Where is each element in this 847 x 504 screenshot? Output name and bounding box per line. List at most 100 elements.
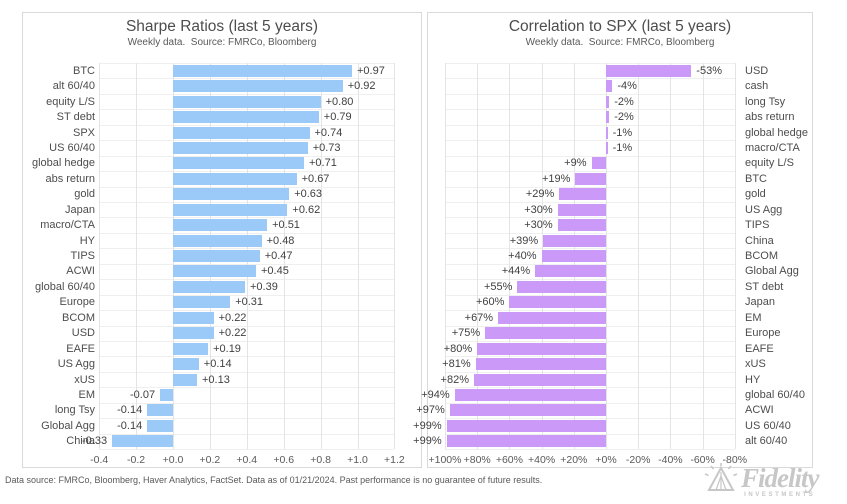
x-tick-label: +0.6 bbox=[273, 454, 295, 466]
grid-line-horizontal bbox=[445, 140, 735, 142]
grid-line-horizontal bbox=[445, 109, 735, 111]
x-tick-label: +40% bbox=[528, 454, 556, 466]
bar bbox=[173, 157, 304, 170]
grid-line-horizontal bbox=[99, 63, 395, 64]
grid-line-horizontal bbox=[99, 310, 395, 311]
grid-line-vertical bbox=[606, 63, 607, 449]
bar-value-label: +82% bbox=[440, 373, 469, 386]
x-tick-label: -0.2 bbox=[127, 454, 146, 466]
bar bbox=[160, 389, 173, 401]
bar bbox=[173, 327, 214, 340]
x-tick-label: +20% bbox=[560, 454, 588, 466]
bar-value-label: +99% bbox=[413, 435, 442, 448]
grid-line-horizontal bbox=[445, 279, 735, 281]
x-tick-label: -0.4 bbox=[90, 454, 109, 466]
correlation-plot-area: +100% +80% +60% +40% +20% +0% -20% -40% -60% -80%… bbox=[413, 63, 812, 466]
correlation-chart-panel: Correlation to SPX (last 5 years) Weekly… bbox=[413, 12, 813, 468]
bar bbox=[173, 95, 321, 108]
grid-line-horizontal bbox=[445, 418, 735, 420]
fidelity-wordmark: Fidelity INVESTMENTS bbox=[741, 464, 819, 498]
sharpe-chart-subtitle: Weekly data. Source: FMRCo, Bloomberg bbox=[127, 37, 317, 48]
bar-value-label: +0.48 bbox=[266, 234, 295, 247]
grid-line-horizontal bbox=[99, 202, 395, 203]
grid-line-horizontal bbox=[99, 93, 395, 95]
grid-line-horizontal bbox=[445, 217, 735, 219]
x-tick-label: +0.8 bbox=[310, 454, 331, 466]
bar-value-label: +0.63 bbox=[294, 188, 323, 201]
bar-value-label: +0.22 bbox=[218, 327, 247, 340]
category-label: macro/CTA bbox=[40, 219, 95, 232]
category-label: BCOM bbox=[745, 250, 778, 262]
grid-line-vertical bbox=[734, 63, 736, 449]
bar bbox=[173, 64, 352, 77]
category-label: Japan bbox=[745, 296, 775, 309]
bar-value-label: +40% bbox=[508, 250, 537, 262]
bar bbox=[485, 327, 606, 340]
grid-line-horizontal bbox=[445, 294, 735, 296]
bar-value-label: +0.97 bbox=[357, 64, 385, 77]
bar bbox=[606, 126, 608, 139]
grid-line-horizontal bbox=[99, 356, 395, 358]
grid-line-horizontal bbox=[99, 186, 395, 188]
bar bbox=[173, 234, 262, 247]
bar-value-label: +0.80 bbox=[325, 95, 354, 108]
grid-line-horizontal bbox=[445, 310, 735, 311]
x-tick-label: +0.0 bbox=[162, 454, 184, 466]
category-label: China bbox=[66, 435, 95, 448]
category-label: Global Agg bbox=[41, 419, 95, 432]
grid-line-horizontal bbox=[99, 109, 395, 111]
bar-value-label: +30% bbox=[524, 219, 553, 232]
category-label: BTC bbox=[745, 172, 767, 185]
category-label: HY bbox=[79, 234, 95, 247]
bar-value-label: +19% bbox=[541, 172, 571, 185]
bar bbox=[541, 250, 606, 262]
grid-line-vertical bbox=[99, 63, 101, 449]
grid-line-horizontal bbox=[99, 155, 395, 157]
bar bbox=[559, 188, 606, 201]
bar bbox=[173, 280, 245, 293]
category-label: abs return bbox=[45, 172, 95, 185]
bar bbox=[446, 419, 606, 432]
x-tick-label: +60% bbox=[495, 454, 523, 466]
grid-line-horizontal bbox=[99, 340, 395, 342]
grid-line-horizontal bbox=[99, 371, 395, 373]
bar-value-label: -2% bbox=[614, 95, 634, 108]
bar bbox=[454, 389, 606, 401]
grid-line-vertical bbox=[702, 63, 704, 449]
category-label: US Agg bbox=[745, 203, 783, 216]
grid-line-vertical bbox=[670, 63, 672, 449]
category-label: EM bbox=[745, 311, 762, 324]
bar bbox=[173, 141, 308, 154]
category-label: EM bbox=[78, 389, 96, 401]
category-label: alt 60/40 bbox=[52, 80, 95, 93]
bar bbox=[591, 157, 606, 170]
bar bbox=[557, 203, 606, 216]
grid-line-horizontal bbox=[445, 171, 735, 173]
bar-value-label: +55% bbox=[483, 280, 513, 293]
bar-value-label: +81% bbox=[442, 358, 471, 371]
x-tick-label: -60% bbox=[690, 454, 715, 466]
category-label: Europe bbox=[745, 327, 781, 340]
bar-value-label: -1% bbox=[612, 141, 633, 154]
bar bbox=[173, 250, 260, 262]
category-label: gold bbox=[74, 188, 95, 201]
category-label: TIPS bbox=[745, 219, 770, 232]
grid-line-horizontal bbox=[99, 217, 395, 219]
fidelity-logo: Fidelity INVESTMENTS bbox=[703, 461, 845, 501]
correlation-chart-title: Correlation to SPX (last 5 years) bbox=[508, 18, 732, 35]
category-label: global hedge bbox=[745, 126, 809, 139]
category-label: ACWI bbox=[66, 265, 95, 278]
bar-value-label: +29% bbox=[525, 188, 555, 201]
grid-line-horizontal bbox=[445, 263, 735, 265]
bar-value-label: +67% bbox=[464, 311, 494, 324]
grid-line-horizontal bbox=[99, 387, 395, 389]
grid-line-horizontal bbox=[445, 124, 735, 126]
bar bbox=[543, 234, 606, 247]
bar bbox=[449, 404, 606, 417]
bar bbox=[474, 373, 606, 386]
x-tick-label: -20% bbox=[625, 454, 651, 466]
bar-value-label: -0.33 bbox=[82, 435, 108, 448]
category-label: Europe bbox=[59, 296, 95, 309]
bar-value-label: +0.22 bbox=[218, 311, 247, 324]
